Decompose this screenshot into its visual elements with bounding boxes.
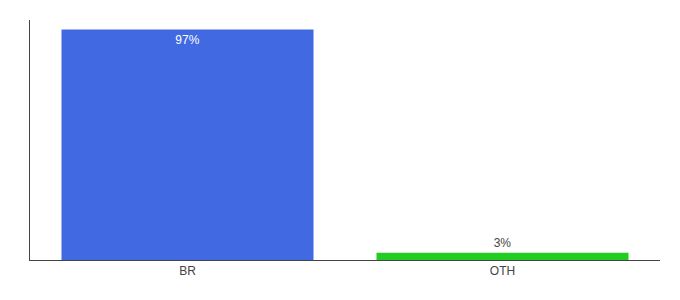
svg-text:97%: 97% [175, 33, 199, 47]
svg-text:OTH: OTH [490, 264, 515, 278]
svg-text:3%: 3% [494, 236, 512, 250]
svg-text:BR: BR [179, 264, 196, 278]
